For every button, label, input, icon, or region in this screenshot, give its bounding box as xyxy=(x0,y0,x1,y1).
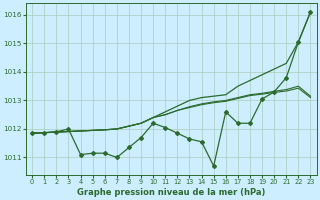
X-axis label: Graphe pression niveau de la mer (hPa): Graphe pression niveau de la mer (hPa) xyxy=(77,188,266,197)
